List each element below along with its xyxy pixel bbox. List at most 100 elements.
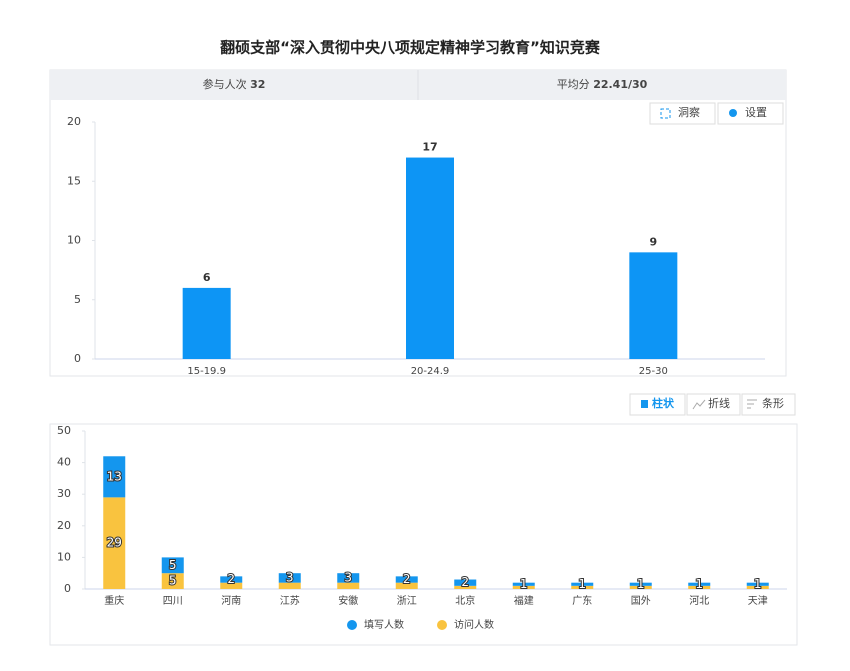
data-label: 29 bbox=[107, 536, 122, 550]
bar-segment bbox=[161, 557, 184, 574]
data-label: 3 bbox=[286, 570, 294, 584]
x-tick-label: 20-24.9 bbox=[411, 366, 450, 377]
button-frame bbox=[649, 102, 716, 125]
data-label: 1 bbox=[578, 577, 586, 591]
page-title: 翻硕支部“深入贯彻中央八项规定精神学习教育”知识竞赛 bbox=[220, 39, 601, 57]
y-tick-label: 30 bbox=[57, 487, 71, 500]
button-label: 洞察 bbox=[678, 105, 700, 119]
x-tick-label: 江苏 bbox=[280, 594, 300, 607]
bar-segment bbox=[454, 579, 477, 586]
legend-label: 访问人数 bbox=[454, 618, 494, 631]
insight-button[interactable]: 洞察 bbox=[649, 102, 716, 125]
bar-segment bbox=[454, 585, 477, 589]
data-label: 2 bbox=[227, 572, 235, 586]
bar-segment bbox=[629, 585, 652, 589]
settings-button[interactable]: 设置 bbox=[717, 102, 784, 125]
button-label: 条形 bbox=[762, 396, 784, 410]
data-label: 1 bbox=[520, 577, 528, 591]
y-tick-label: 20 bbox=[57, 519, 71, 532]
button-label: 折线 bbox=[708, 396, 730, 410]
bar-segment bbox=[688, 582, 711, 586]
icon bbox=[692, 399, 706, 410]
horizontal-bar-button[interactable]: 条形 bbox=[741, 393, 796, 416]
y-tick-label: 10 bbox=[57, 550, 71, 563]
x-tick-label: 安徽 bbox=[338, 594, 358, 607]
legend-label: 填写人数 bbox=[364, 618, 404, 631]
icon bbox=[747, 399, 757, 409]
bar-segment bbox=[161, 573, 184, 589]
x-tick-label: 广东 bbox=[572, 594, 592, 607]
x-tick-label: 河北 bbox=[689, 595, 709, 607]
data-label: 13 bbox=[107, 469, 122, 483]
data-label: 5 bbox=[169, 574, 177, 588]
bar bbox=[182, 287, 231, 359]
y-tick-label: 50 bbox=[57, 424, 71, 437]
bar bbox=[629, 252, 678, 359]
bar-segment bbox=[512, 582, 535, 586]
button-label: 设置 bbox=[745, 106, 767, 119]
stat-value: 32 bbox=[250, 78, 265, 91]
panel-bottom bbox=[49, 423, 798, 646]
y-tick-label: 0 bbox=[64, 582, 71, 595]
icon bbox=[660, 108, 671, 119]
x-tick-label: 浙江 bbox=[397, 595, 417, 607]
y-tick-label: 20 bbox=[67, 115, 81, 128]
data-label: 5 bbox=[169, 558, 177, 572]
data-label: 17 bbox=[422, 141, 437, 154]
button-frame bbox=[717, 102, 784, 125]
x-tick-label: 重庆 bbox=[104, 594, 124, 607]
x-tick-label: 国外 bbox=[631, 595, 651, 607]
x-tick-label: 25-30 bbox=[639, 366, 668, 377]
stat-value: 22.41/30 bbox=[593, 78, 647, 91]
stat-participants: 参与人次 32 bbox=[203, 77, 266, 91]
bar-segment bbox=[688, 585, 711, 589]
icon bbox=[729, 109, 737, 117]
bar-segment bbox=[746, 582, 769, 586]
data-label: 3 bbox=[344, 570, 352, 584]
data-label: 1 bbox=[637, 577, 645, 591]
bar-segment bbox=[337, 582, 360, 589]
bar-segment bbox=[337, 573, 360, 583]
bar-segment bbox=[629, 582, 652, 586]
bar-segment bbox=[395, 582, 418, 589]
y-tick-label: 10 bbox=[67, 234, 81, 247]
y-tick-label: 5 bbox=[74, 293, 81, 306]
bar-segment bbox=[571, 585, 594, 589]
x-tick-label: 天津 bbox=[748, 595, 768, 607]
button-label: 柱状 bbox=[652, 396, 675, 410]
stat-label: 参与人次 bbox=[203, 77, 247, 91]
x-tick-label: 四川 bbox=[163, 596, 183, 607]
button-frame bbox=[686, 393, 741, 416]
stat-label: 平均分 bbox=[557, 78, 590, 91]
data-label: 9 bbox=[650, 235, 658, 248]
y-tick-label: 0 bbox=[74, 352, 81, 365]
bar-segment bbox=[512, 585, 535, 589]
line-button[interactable]: 折线 bbox=[686, 393, 741, 416]
bar-segment bbox=[571, 582, 594, 586]
data-label: 6 bbox=[203, 271, 211, 284]
x-tick-label: 河南 bbox=[221, 594, 241, 607]
bar-segment bbox=[278, 573, 301, 583]
legend-swatch bbox=[437, 620, 447, 630]
data-label: 2 bbox=[403, 572, 411, 586]
data-label: 1 bbox=[754, 577, 762, 591]
bar-segment bbox=[103, 497, 126, 589]
bar-segment bbox=[395, 576, 418, 583]
bar-segment bbox=[103, 456, 126, 498]
data-label: 1 bbox=[695, 577, 703, 591]
bar-segment bbox=[220, 576, 243, 583]
stat-average: 平均分 22.41/30 bbox=[557, 78, 648, 91]
button-frame bbox=[741, 393, 796, 416]
bar-segment bbox=[278, 582, 301, 589]
bar bbox=[406, 157, 454, 359]
column-button[interactable]: 柱状 bbox=[629, 393, 686, 416]
x-tick-label: 15-19.9 bbox=[187, 366, 226, 377]
y-tick-label: 40 bbox=[57, 456, 71, 469]
data-label: 2 bbox=[461, 575, 469, 589]
y-tick-label: 15 bbox=[67, 174, 81, 187]
legend-swatch bbox=[347, 620, 357, 630]
x-tick-label: 福建 bbox=[514, 594, 534, 607]
bar-segment bbox=[746, 585, 769, 589]
icon bbox=[641, 400, 648, 408]
